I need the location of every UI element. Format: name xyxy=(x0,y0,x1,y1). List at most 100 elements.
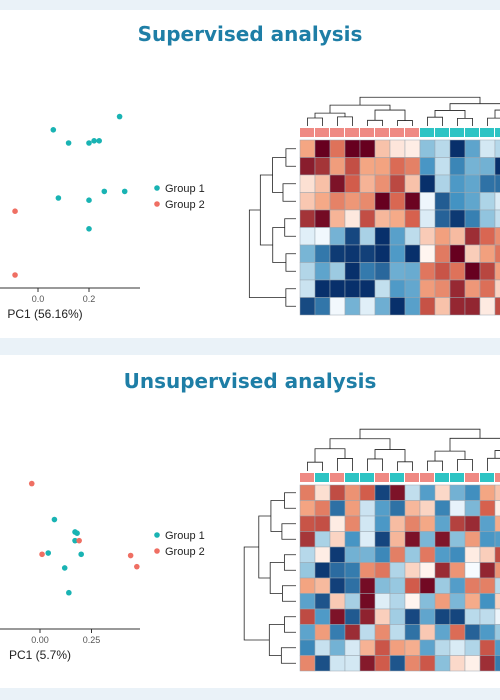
heatmap-cell xyxy=(464,227,481,246)
group1-point xyxy=(86,226,92,232)
heatmap-cell xyxy=(359,639,376,656)
heatmap-cell xyxy=(344,484,361,501)
heatmap-cell xyxy=(494,562,500,579)
heatmap-cell xyxy=(374,608,391,625)
heatmap-cell xyxy=(344,608,361,625)
heatmap-cell xyxy=(419,577,436,594)
heatmap-cell xyxy=(314,484,331,501)
x-axis-label: PC1 (5.7%) xyxy=(9,648,71,662)
heatmap-cell xyxy=(419,209,436,228)
heatmap-cell xyxy=(314,227,331,246)
heatmap-cell xyxy=(479,227,496,246)
heatmap-cell xyxy=(329,244,346,263)
column-dendrogram-branch xyxy=(329,104,391,114)
heatmap-cell xyxy=(389,244,406,263)
column-dendrogram-branch xyxy=(449,103,500,111)
heatmap-cell xyxy=(359,655,376,672)
heatmap-cell xyxy=(419,157,436,176)
heatmap-cell xyxy=(494,262,500,281)
heatmap-cell xyxy=(479,531,496,548)
x-tick-label: 0.25 xyxy=(83,635,101,645)
column-dendrogram-branch xyxy=(329,438,391,450)
heatmap-cell xyxy=(389,515,406,532)
heatmap-cell xyxy=(389,655,406,672)
heatmap-cell xyxy=(464,484,481,501)
heatmap-cell xyxy=(299,262,316,281)
group2-point xyxy=(12,272,18,278)
heatmap-cell xyxy=(479,624,496,641)
heatmap-cell xyxy=(344,139,361,158)
heatmap-cell xyxy=(344,297,361,316)
heatmap-cell xyxy=(479,562,496,579)
heatmap-cell xyxy=(449,608,466,625)
heatmap-cell xyxy=(464,244,481,263)
column-annotation xyxy=(405,128,419,137)
heatmap-cell xyxy=(374,531,391,548)
heatmap-cell xyxy=(404,139,421,158)
heatmap-cell xyxy=(329,608,346,625)
column-annotation xyxy=(330,473,344,482)
x-axis-label: PC1 (56.16%) xyxy=(7,307,82,321)
heatmap-cell xyxy=(314,157,331,176)
column-dendrogram-branch xyxy=(314,448,346,463)
row-dendrogram-branch xyxy=(284,218,296,237)
heatmap-cell xyxy=(479,577,496,594)
heatmap-cell xyxy=(374,244,391,263)
row-dendrogram-branch xyxy=(285,148,296,167)
heatmap-cell xyxy=(464,593,481,610)
heatmap-cell xyxy=(359,608,376,625)
heatmap-cell xyxy=(389,639,406,656)
heatmap-cell xyxy=(344,655,361,672)
heatmap-cell xyxy=(464,515,481,532)
row-dendrogram-branch xyxy=(270,500,285,532)
heatmap-cell xyxy=(479,174,496,193)
heatmap-cell xyxy=(434,174,451,193)
heatmap-cell xyxy=(419,297,436,316)
heatmap-cell xyxy=(374,624,391,641)
heatmap-cell xyxy=(494,655,500,672)
column-dendrogram-branch xyxy=(337,458,353,471)
row-dendrogram-branch xyxy=(280,647,296,664)
heatmap-cell xyxy=(359,279,376,298)
heatmap-cell xyxy=(314,139,331,158)
row-dendrogram-branch xyxy=(281,523,296,540)
column-dendrogram-branch xyxy=(367,458,383,471)
column-dendrogram-branch xyxy=(337,116,353,126)
column-dendrogram-branch xyxy=(494,109,500,119)
heatmap-cell xyxy=(314,546,331,563)
heatmap-cell xyxy=(449,624,466,641)
heatmap-cell xyxy=(299,244,316,263)
row-dendrogram-branch xyxy=(259,174,273,246)
column-annotation xyxy=(375,473,389,482)
heatmap-cell xyxy=(359,546,376,563)
heatmap-cell xyxy=(419,192,436,211)
legend-label: Group 2 xyxy=(165,199,205,211)
heatmap-cell xyxy=(494,244,500,263)
heatmap-cell xyxy=(494,531,500,548)
heatmap-cell xyxy=(479,192,496,211)
column-dendrogram-branch xyxy=(397,461,413,471)
row-dendrogram-branch xyxy=(285,253,296,272)
heatmap-cell xyxy=(494,484,500,501)
column-annotation xyxy=(375,128,389,137)
heatmap-cell xyxy=(374,157,391,176)
heatmap-cell xyxy=(314,639,331,656)
heatmap-cell xyxy=(419,531,436,548)
heatmap-cell xyxy=(464,655,481,672)
heatmap-cell xyxy=(374,655,391,672)
heatmap-cell xyxy=(359,577,376,594)
heatmap-cell xyxy=(344,577,361,594)
heatmap-cell xyxy=(299,655,316,672)
heatmap-cell xyxy=(299,546,316,563)
heatmap-cell xyxy=(389,192,406,211)
heatmap-cell xyxy=(479,209,496,228)
heatmap-cell xyxy=(314,608,331,625)
group2-point xyxy=(12,208,18,214)
heatmap-cell xyxy=(389,593,406,610)
heatmap-cell xyxy=(404,244,421,263)
group1-point xyxy=(74,530,80,536)
heatmap-cell xyxy=(464,608,481,625)
heatmap-cell xyxy=(434,655,451,672)
heatmap-cell xyxy=(299,227,316,246)
heatmap-cell xyxy=(479,639,496,656)
